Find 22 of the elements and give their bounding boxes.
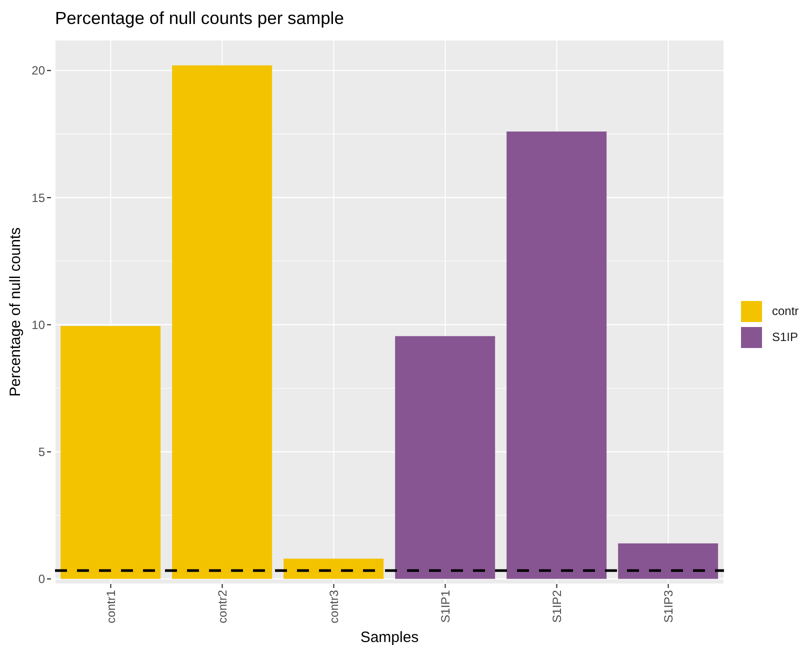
bar [618, 543, 718, 579]
y-tick-label: 20 [32, 64, 46, 78]
bar [284, 558, 384, 579]
bar [172, 65, 272, 579]
bar [395, 336, 496, 579]
legend-label: contr [772, 304, 799, 318]
y-axis-title: Percentage of null counts [7, 227, 24, 397]
bar [60, 326, 161, 579]
x-tick-label: contr1 [104, 590, 118, 624]
x-tick-label: S1IP1 [438, 590, 452, 623]
x-tick-label: contr2 [215, 590, 230, 624]
y-tick-label: 5 [38, 445, 46, 460]
x-tick-label: S1IP3 [661, 590, 676, 623]
y-tick-label: 10 [32, 318, 46, 332]
x-axis-title: Samples [360, 629, 419, 645]
legend-label: S1IP [772, 330, 798, 344]
x-tick-label: S1IP2 [550, 590, 564, 623]
y-tick-label: 15 [32, 190, 46, 205]
bar [506, 132, 607, 579]
x-tick-label: contr3 [326, 590, 341, 624]
y-tick-label: 0 [38, 572, 46, 586]
chart-title: Percentage of null counts per sample [55, 8, 344, 29]
